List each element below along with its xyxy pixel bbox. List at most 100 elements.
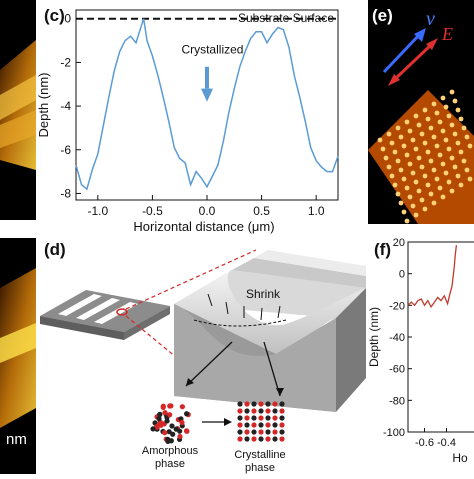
amorphous-atom: [162, 410, 168, 416]
lattice-dot: [449, 188, 455, 194]
x-tick-label: 0.0: [199, 204, 216, 218]
lattice-dot: [449, 89, 455, 95]
lattice-dot: [404, 152, 410, 158]
x-tick-label: 1.0: [308, 204, 325, 218]
lattice-dot: [464, 167, 470, 173]
lattice-dot: [425, 116, 431, 122]
crystal-atom: [279, 408, 285, 414]
amorphous-atom: [169, 423, 175, 429]
plot-frame: [407, 241, 474, 433]
crystal-atom: [251, 429, 257, 435]
lattice-dot: [422, 173, 428, 179]
amorphous-atom: [150, 426, 156, 432]
annotation-crystallized: Crystallized: [181, 43, 243, 57]
amorphous-cluster: [150, 403, 191, 445]
amorphous-atom: [179, 404, 185, 410]
field-arrow-head-a: [388, 74, 400, 86]
lattice-dot: [419, 197, 425, 203]
crystal-atom: [279, 415, 285, 421]
lattice-dot: [443, 104, 449, 110]
lattice-dot: [437, 185, 443, 191]
y-tick-label: -100: [383, 427, 405, 439]
lattice-dot: [449, 122, 455, 128]
lattice-dot: [440, 194, 446, 200]
lattice-dot: [440, 128, 446, 134]
amorphous-atom: [177, 433, 183, 440]
y-axis-label: Depth (nm): [368, 307, 381, 367]
depth-profile-chart-f: 20 0 -20 -40 -60 -80 -100 -0.6 -0.4 Depth (nm) Ho: [368, 237, 474, 465]
lattice-dot: [425, 182, 431, 188]
amorphous-atom: [160, 403, 166, 409]
crystalline-label-2: phase: [245, 462, 275, 474]
crystal-atom: [272, 401, 278, 407]
amorphous-atom: [167, 403, 173, 409]
crystal-atom: [258, 422, 264, 428]
field-arrow: [392, 42, 434, 82]
afm-image-e: (e) v E: [368, 0, 474, 224]
crystal-atom: [237, 401, 243, 407]
lattice-dot: [431, 101, 437, 107]
lattice-dot: [395, 191, 401, 197]
crystal-atom: [265, 401, 271, 407]
lattice-dot: [461, 125, 467, 131]
lattice-dot: [395, 125, 401, 131]
lattice-dot: [383, 155, 389, 161]
lattice-dot: [416, 155, 422, 161]
lattice-dot: [443, 137, 449, 143]
crystal-atom: [251, 415, 257, 421]
amorphous-label-1: Amorphous: [142, 445, 199, 457]
lattice-dot: [467, 176, 473, 182]
amorphous-atom: [167, 412, 173, 418]
lattice-dot: [452, 98, 458, 104]
lattice-dot: [455, 140, 461, 146]
lattice-dot: [410, 137, 416, 143]
crystal-atom: [279, 401, 285, 407]
x-tick-label: -1.0: [87, 204, 108, 218]
lattice-dot: [395, 158, 401, 164]
amorphous-atom: [154, 423, 160, 429]
x-axis-label: Ho: [452, 451, 468, 465]
left-image-top: [0, 0, 36, 220]
lattice-dot: [410, 170, 416, 176]
lattice-dot: [392, 149, 398, 155]
crystal-atom: [244, 422, 250, 428]
lattice-dot: [437, 152, 443, 158]
crystal-atom: [265, 408, 271, 414]
lattice-dot: [428, 158, 434, 164]
crystal-atom: [272, 429, 278, 435]
crystal-atom: [258, 429, 264, 435]
lattice-dot: [434, 110, 440, 116]
lattice-dot: [389, 173, 395, 179]
afm-image-bottom: [0, 268, 36, 428]
crystal-atom: [265, 422, 271, 428]
amorphous-atom: [166, 429, 172, 435]
amorphous-atom: [179, 419, 185, 426]
amorphous-atom: [164, 418, 170, 424]
x-tick-label: 0.5: [253, 204, 270, 218]
lattice-dot: [458, 149, 464, 155]
amorphous-label-2: phase: [155, 458, 185, 470]
lattice-dot: [404, 185, 410, 191]
lattice-dot: [455, 107, 461, 113]
y-tick-label: 20: [393, 237, 405, 249]
y-tick-label: -8: [60, 186, 71, 200]
crystalline-lattice: [237, 401, 285, 442]
crystal-atom: [258, 436, 264, 442]
shrink-arrows: [193, 293, 287, 327]
crystal-atom: [258, 408, 264, 414]
amorphous-atom: [156, 416, 162, 422]
crystal-atom: [244, 408, 250, 414]
lattice-dot: [443, 170, 449, 176]
panel-label-e: (e): [372, 6, 393, 25]
lattice-dot: [446, 113, 452, 119]
crystal-atom: [265, 415, 271, 421]
lattice-dot: [422, 107, 428, 113]
substrate-with-slots: [40, 290, 170, 340]
lattice-dot: [461, 158, 467, 164]
lattice-dot: [422, 140, 428, 146]
lattice-dot: [416, 188, 422, 194]
lattice-dot: [428, 191, 434, 197]
panel-label-d: (d): [44, 240, 66, 259]
lattice-dot: [401, 143, 407, 149]
y-tick-label: -4: [60, 99, 71, 113]
